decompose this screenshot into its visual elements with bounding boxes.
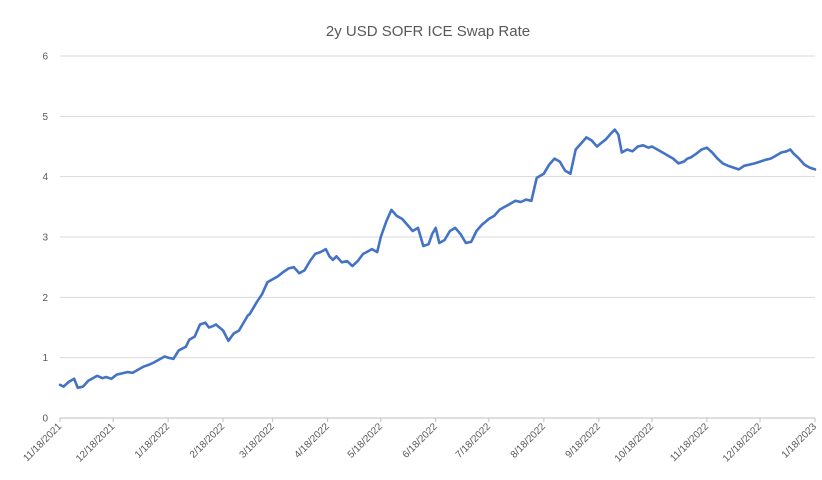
y-tick-label: 1 — [42, 353, 48, 364]
y-tick-label: 3 — [42, 233, 48, 244]
series-layer — [58, 128, 817, 390]
y-tick-label: 6 — [42, 52, 48, 63]
y-tick-label: 4 — [42, 172, 48, 183]
y-axis-ticks: 0 1 2 3 4 5 6 — [42, 52, 48, 425]
chart-title: 2y USD SOFR ICE Swap Rate — [326, 23, 530, 40]
y-tick-label: 5 — [42, 112, 48, 123]
y-tick-label: 0 — [42, 414, 48, 425]
series-line — [58, 128, 817, 390]
y-tick-label: 2 — [42, 293, 48, 304]
gridlines — [60, 55, 815, 419]
